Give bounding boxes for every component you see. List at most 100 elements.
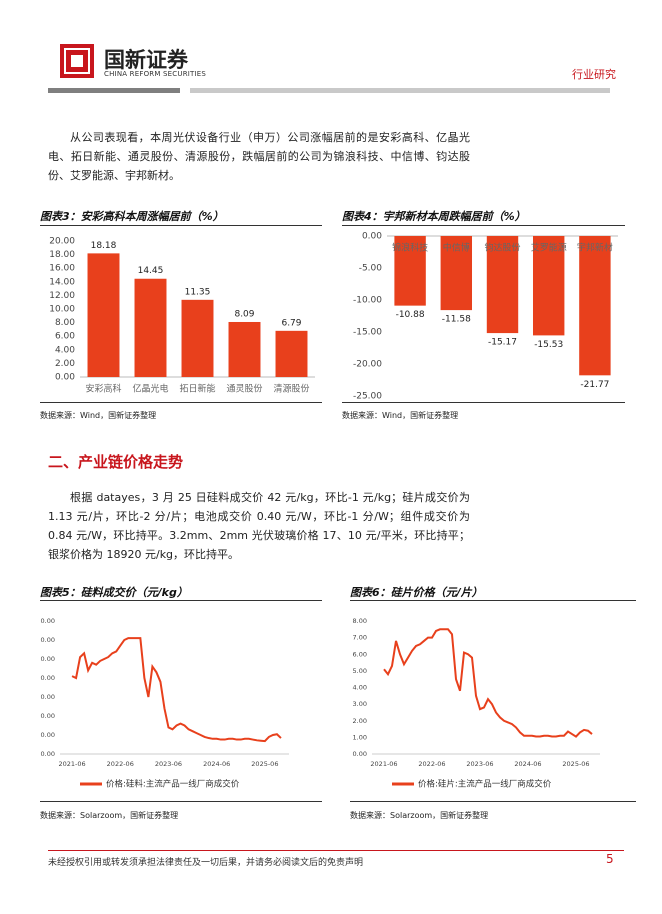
y-tick-label: 0.00 [55, 373, 75, 383]
chart: 0.00 2.00 4.00 6.00 8.00 10.00 12.00 14.00 16.00… [49, 237, 315, 395]
chart-title: 图表6：硅片价格（元/片） [350, 586, 483, 599]
x-tick-label: 2024-06 [203, 760, 230, 768]
y-tick-label: 14.00 [49, 277, 75, 287]
report-category: 行业研究 [572, 68, 616, 81]
chart-title: 图表3：安彩高科本周涨幅居前（%） [40, 210, 224, 223]
y-tick-label: 8.00 [353, 617, 367, 625]
y-tick-label: -20.00 [353, 360, 382, 370]
data-label: 8.09 [234, 309, 254, 319]
y-tick-label: 20.00 [49, 237, 75, 247]
x-tick-label: 2021-06 [58, 760, 85, 768]
x-tick-label: 通灵股份 [226, 383, 262, 395]
y-tick-label: 4.00 [353, 684, 367, 692]
y-tick-label: 0.00 [41, 750, 55, 758]
y-tick-label: 0.00 [353, 750, 367, 758]
y-tick-label: 0.00 [362, 232, 382, 242]
y-tick-label: 16.00 [49, 264, 75, 274]
data-label: 6.79 [281, 318, 301, 328]
bar [394, 236, 426, 306]
data-label: -10.88 [396, 310, 425, 320]
y-tick-label: 2.00 [353, 717, 367, 725]
y-tick-label: 300.00 [40, 636, 55, 644]
header-bar [48, 88, 180, 93]
chart-box: 0.00 -5.00 -10.00 -15.00 -20.00 -25.00 -10.88 锦… [342, 225, 625, 403]
x-tick-label: 2023-06 [466, 760, 493, 768]
chart: 0.00 1.00 2.00 3.00 4.00 5.00 6.00 7.00 8.00 2021… [353, 617, 600, 790]
bar [579, 236, 611, 376]
x-tick-label: 艾罗能源 [531, 242, 567, 254]
y-tick-label: 250.00 [40, 655, 55, 663]
y-tick-label: 150.00 [40, 693, 55, 701]
y-tick-label: 2.00 [55, 359, 75, 369]
x-tick-label: 清源股份 [273, 383, 309, 395]
data-label: -21.77 [580, 380, 609, 390]
line-series [383, 628, 593, 738]
page-number: 5 [606, 852, 614, 866]
y-tick-label: -15.00 [353, 328, 382, 338]
x-tick-label: 安彩高科 [85, 383, 121, 395]
data-label: 18.18 [91, 241, 117, 251]
x-tick-label: 宇邦新材 [577, 242, 613, 254]
data-label: -15.17 [488, 338, 517, 348]
chart: 0.00 -5.00 -10.00 -15.00 -20.00 -25.00 -10.88 锦… [353, 232, 618, 402]
y-tick-label: 50.00 [40, 731, 55, 739]
x-tick-label: 2021-06 [370, 760, 397, 768]
bar [486, 236, 519, 334]
x-tick-label: 2022-06 [418, 760, 445, 768]
x-tick-label: 钧达股份 [484, 242, 520, 254]
bar [532, 236, 565, 336]
y-tick-label: 6.00 [353, 650, 367, 658]
chart-box: 0.00 50.00 100.00 150.00 200.00 250.00 300.00 3… [32, 600, 322, 802]
x-tick-label: 2025-06 [562, 760, 589, 768]
logo-icon [60, 44, 94, 78]
y-tick-label: 4.00 [55, 345, 75, 355]
y-tick-label: -25.00 [353, 392, 382, 402]
y-tick-label: -10.00 [353, 296, 382, 306]
bar [87, 253, 120, 377]
x-tick-label: 2024-06 [514, 760, 541, 768]
x-tick-label: 2023-06 [155, 760, 182, 768]
footer-disclaimer: 未经授权引用或转发须承担法律责任及一切后果，并请务必阅读文后的免责声明 [48, 858, 364, 868]
bar [181, 299, 214, 377]
bar [134, 278, 167, 377]
y-tick-label: 100.00 [40, 712, 55, 720]
chart-title: 图表5：硅料成交价（元/kg） [40, 586, 188, 599]
chart-box: 0.00 2.00 4.00 6.00 8.00 10.00 12.00 14.00 16.00… [40, 225, 322, 403]
y-tick-label: 6.00 [55, 332, 75, 342]
chart-title: 图表4：宇邦新材本周跌幅居前（%） [342, 210, 526, 223]
y-tick-label: 1.00 [353, 733, 367, 741]
y-tick-label: -5.00 [359, 264, 383, 274]
chart-source: 数据来源：Wind，国新证券整理 [342, 411, 459, 420]
data-label: -11.58 [442, 315, 471, 325]
chart-source: 数据来源：Solarzoom，国新证券整理 [40, 811, 179, 820]
y-tick-label: 3.00 [353, 700, 367, 708]
x-tick-label: 锦浪科技 [392, 242, 428, 254]
x-tick-label: 中信博 [443, 242, 470, 254]
legend-label: 价格:硅片:主流产品一线厂商成交价 [418, 779, 552, 790]
footer-rule [48, 850, 624, 851]
logo-en: CHINA REFORM SECURITIES [104, 70, 207, 78]
data-label: 11.35 [185, 287, 211, 297]
y-tick-label: 18.00 [49, 250, 75, 260]
paragraph: 从公司表现看，本周光伏设备行业（申万）公司涨幅居前的是安彩高科、亿晶光电、拓日新… [48, 131, 470, 182]
bar [440, 236, 473, 311]
y-tick-label: 7.00 [353, 634, 367, 642]
paragraph: 根据 datayes，3 月 25 日硅料成交价 42 元/kg，环比-1 元/… [48, 491, 470, 561]
header-bar [190, 88, 610, 93]
section-title: 二、产业链价格走势 [48, 453, 184, 471]
x-tick-label: 拓日新能 [179, 383, 215, 395]
line-series [71, 637, 282, 743]
chart-source: 数据来源：Solarzoom，国新证券整理 [350, 811, 489, 820]
bar [228, 321, 261, 377]
bar [275, 330, 308, 377]
legend-label: 价格:硅料:主流产品一线厂商成交价 [106, 779, 240, 790]
x-tick-label: 亿晶光电 [132, 383, 168, 395]
y-tick-label: 8.00 [55, 318, 75, 328]
x-tick-label: 2022-06 [107, 760, 134, 768]
data-label: 14.45 [138, 266, 164, 276]
y-tick-label: 200.00 [40, 674, 55, 682]
chart-source: 数据来源：Wind，国新证券整理 [40, 411, 157, 420]
y-tick-label: 12.00 [49, 291, 75, 301]
logo-text: 国新证券 [104, 48, 188, 72]
